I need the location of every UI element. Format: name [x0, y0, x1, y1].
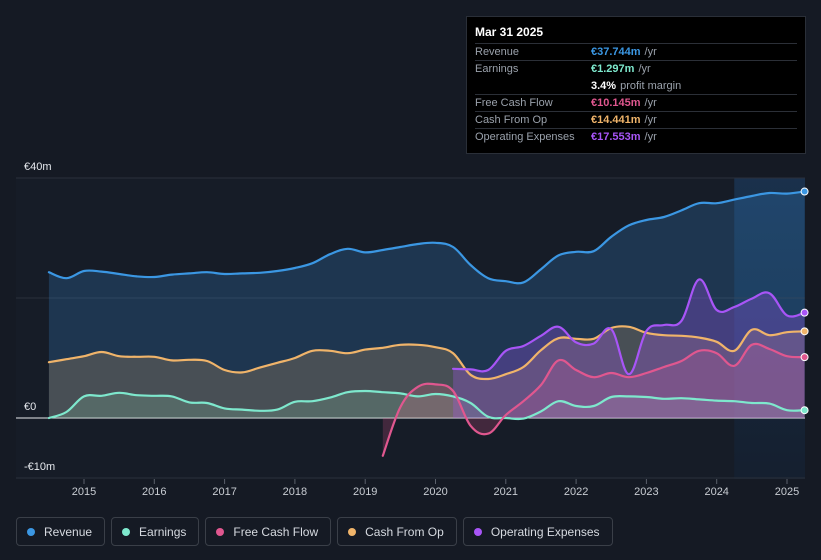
legend-item-cash-from-op[interactable]: Cash From Op: [337, 517, 457, 546]
x-tick-label: 2019: [353, 486, 377, 498]
legend-dot-icon: [216, 527, 225, 536]
earnings-line: [47, 389, 806, 421]
revenue-area: [48, 191, 805, 418]
y-tick-label-bottom: -€10m: [24, 461, 55, 473]
tooltip-row-unit: /yr: [644, 131, 657, 143]
free-cash-flow-area: [382, 343, 805, 456]
legend-label: Earnings: [139, 524, 187, 539]
legend-item-revenue[interactable]: Revenue: [16, 517, 106, 546]
x-tick-label: 2023: [634, 486, 658, 498]
tooltip-row-value: €10.145m: [591, 97, 641, 109]
legend-dot-icon: [122, 527, 131, 536]
x-tick-label: 2018: [283, 486, 307, 498]
tooltip-row: Free Cash Flow €10.145m/yr: [475, 94, 797, 111]
tooltip-row-label: Free Cash Flow: [475, 97, 553, 109]
legend-dot-icon: [473, 527, 482, 536]
x-tick-label: 2021: [494, 486, 518, 498]
legend-dot-icon: [348, 527, 357, 536]
tooltip-row-value: €14.441m: [591, 114, 641, 126]
legend-label: Operating Expenses: [490, 524, 600, 539]
cash-from-op-end-point[interactable]: [800, 327, 809, 336]
tooltip-row-value: €17.553m: [591, 131, 641, 143]
plot-background: [16, 178, 805, 479]
earnings-area: [48, 391, 805, 420]
operating-expenses-end-point[interactable]: [800, 308, 809, 317]
x-tick-label: 2025: [775, 486, 799, 498]
tooltip-row-unit: /yr: [644, 114, 657, 126]
free-cash-flow-line: [381, 342, 806, 457]
tooltip-row: Cash From Op €14.441m/yr: [475, 111, 797, 128]
forecast-band: [734, 178, 805, 479]
legend-item-free-cash-flow[interactable]: Free Cash Flow: [205, 517, 332, 546]
tooltip-row-value: €37.744m: [591, 46, 641, 58]
x-tick-label: 2017: [212, 486, 236, 498]
legend-dot-icon: [27, 527, 35, 536]
tooltip-row-unit: /yr: [644, 46, 657, 58]
tooltip-row-unit: /yr: [638, 63, 651, 75]
tooltip-row-label: Operating Expenses: [475, 131, 575, 143]
tooltip-row-value: €1.297m: [591, 63, 635, 75]
x-tick-label: 2016: [142, 486, 166, 498]
tooltip-row-unit: profit margin: [620, 79, 682, 92]
tooltip-row-label: Cash From Op: [475, 114, 548, 126]
y-tick-label-zero: €0: [24, 401, 36, 413]
legend-label: Revenue: [44, 524, 93, 539]
free-cash-flow-end-point[interactable]: [800, 353, 809, 362]
data-tooltip: Mar 31 2025 Revenue €37.744m/yr Earnings €1…: [466, 16, 806, 154]
tooltip-row: Operating Expenses €17.553m/yr: [475, 128, 797, 145]
y-tick-label-top: €40m: [24, 161, 52, 173]
tooltip-row-value: 3.4%: [591, 79, 617, 92]
legend-item-operating-expenses[interactable]: Operating Expenses: [462, 517, 613, 546]
revenue-end-point[interactable]: [800, 187, 809, 196]
x-tick-label: 2020: [423, 486, 447, 498]
x-tick-label: 2022: [564, 486, 588, 498]
tooltip-row-label: Revenue: [475, 46, 520, 58]
x-tick-label: 2024: [704, 486, 728, 498]
tooltip-row: Revenue €37.744m/yr: [475, 43, 797, 60]
chart-area: 2015 2016 2017 2018 2019 2020 2021 2022 2023 2024…: [16, 161, 809, 498]
tooltip-row-unit: /yr: [644, 97, 657, 109]
cash-from-op-area: [48, 326, 805, 418]
legend-item-earnings[interactable]: Earnings: [111, 517, 200, 546]
cash-from-op-line: [47, 325, 806, 381]
tooltip-row: Earnings €1.297m/yr: [475, 60, 797, 77]
legend: Revenue Earnings Free Cash Flow Cash From O…: [16, 517, 613, 546]
tooltip-row: 3.4% profit margin: [475, 77, 797, 94]
tooltip-row-label: Earnings: [475, 63, 519, 75]
x-tick-label: 2015: [72, 486, 96, 498]
operating-expenses-line: [452, 278, 806, 376]
revenue-line: [47, 190, 806, 285]
legend-label: Free Cash Flow: [233, 524, 319, 539]
legend-label: Cash From Op: [365, 524, 444, 539]
earnings-end-point[interactable]: [800, 406, 809, 415]
tooltip-date: Mar 31 2025: [475, 25, 544, 39]
